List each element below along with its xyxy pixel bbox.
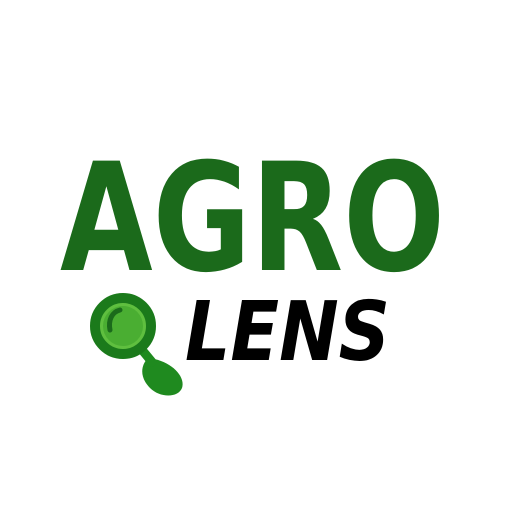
magnifier-icon: [90, 293, 183, 396]
magnifier-glint: [107, 307, 123, 333]
logo-line1: AGRO: [60, 132, 445, 306]
logo-line2: LENS: [185, 285, 390, 380]
magnifier-handle: [142, 358, 183, 396]
